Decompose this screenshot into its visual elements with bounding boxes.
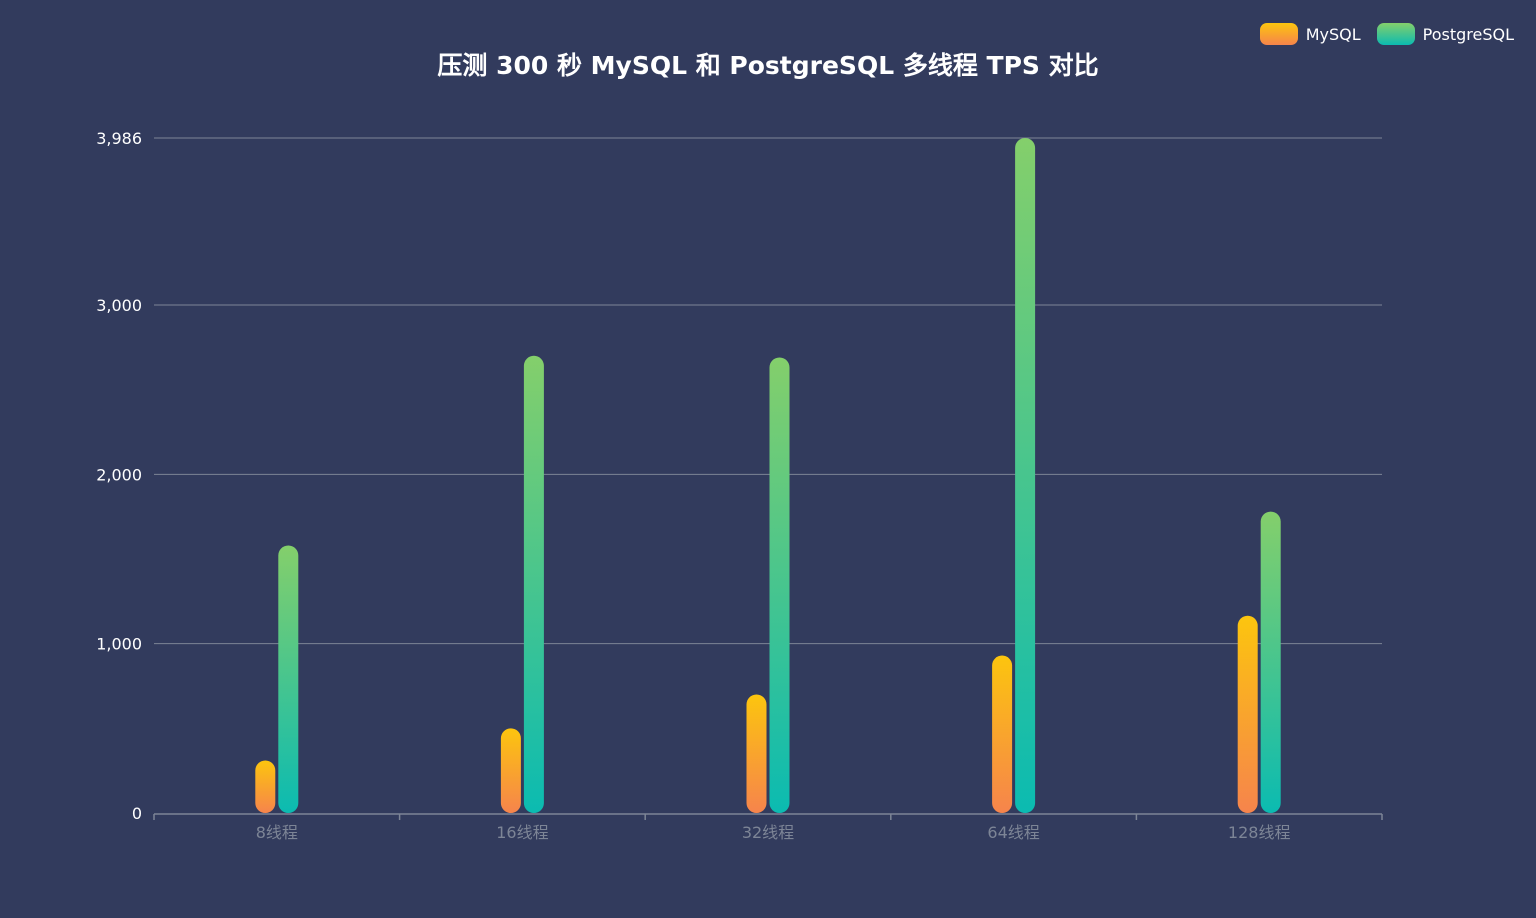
grid-layer xyxy=(154,138,1382,644)
y-tick-label: 2,000 xyxy=(96,465,142,484)
y-tick-label: 0 xyxy=(132,804,142,823)
postgresql-bar xyxy=(1015,138,1035,813)
postgresql-bar xyxy=(278,545,298,813)
x-tick-label: 16线程 xyxy=(496,823,548,842)
postgresql-bar xyxy=(524,356,544,813)
x-tick-label: 8线程 xyxy=(256,823,298,842)
x-tick-label: 128线程 xyxy=(1228,823,1291,842)
mysql-bar xyxy=(501,728,521,813)
mysql-bar xyxy=(255,761,275,813)
mysql-bar xyxy=(992,656,1012,813)
y-tick-label: 3,986 xyxy=(96,129,142,148)
x-tick-label: 64线程 xyxy=(987,823,1039,842)
x-tick-label: 32线程 xyxy=(742,823,794,842)
bar-layer xyxy=(255,138,1280,813)
postgresql-bar xyxy=(770,357,790,813)
y-tick-label: 3,000 xyxy=(96,296,142,315)
mysql-bar xyxy=(1238,616,1258,813)
y-tick-label: 1,000 xyxy=(96,635,142,654)
mysql-bar xyxy=(747,694,767,813)
postgresql-bar xyxy=(1261,512,1281,813)
